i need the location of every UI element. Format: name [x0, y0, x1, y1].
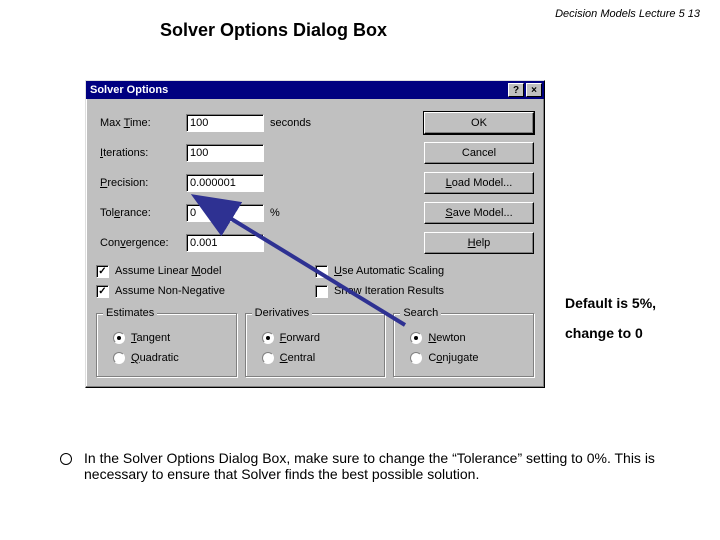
conjugate-label: Conjugate — [428, 352, 478, 364]
conjugate-radio[interactable] — [410, 352, 422, 364]
central-radio[interactable] — [262, 352, 274, 364]
tolerance-input[interactable] — [186, 204, 264, 222]
convergence-label: Convergence: — [96, 237, 186, 249]
auto-scaling-checkbox[interactable] — [315, 265, 328, 278]
bullet-icon — [60, 453, 72, 465]
search-group: Search Newton Conjugate — [393, 313, 534, 377]
show-iter-label: Show Iteration Results — [334, 285, 444, 297]
assume-linear-label: Assume Linear Model — [115, 265, 221, 277]
estimates-legend: Estimates — [103, 307, 157, 319]
assume-nonneg-checkbox[interactable]: ✓ — [96, 285, 109, 298]
bullet-text: In the Solver Options Dialog Box, make s… — [84, 450, 660, 482]
annotation-line1: Default is 5%, — [565, 295, 656, 311]
newton-label: Newton — [428, 332, 465, 344]
iterations-input[interactable] — [186, 144, 264, 162]
precision-label: Precision: — [96, 177, 186, 189]
dialog-body: Max Time: seconds OK Iterations: Cancel … — [86, 99, 544, 387]
assume-linear-checkbox[interactable]: ✓ — [96, 265, 109, 278]
dialog-title: Solver Options — [90, 84, 168, 96]
load-model-button[interactable]: Load Model... — [424, 172, 534, 194]
convergence-input[interactable] — [186, 234, 264, 252]
assume-nonneg-label: Assume Non-Negative — [115, 285, 225, 297]
auto-scaling-label: Use Automatic Scaling — [334, 265, 444, 277]
maxtime-unit: seconds — [270, 117, 330, 129]
maxtime-input[interactable] — [186, 114, 264, 132]
dialog-titlebar: Solver Options ? × — [86, 81, 544, 99]
help-button[interactable]: Help — [424, 232, 534, 254]
solver-options-dialog: Solver Options ? × Max Time: seconds OK … — [85, 80, 545, 388]
bullet-paragraph: In the Solver Options Dialog Box, make s… — [60, 450, 660, 482]
derivatives-legend: Derivatives — [252, 307, 312, 319]
iterations-label: Iterations: — [96, 147, 186, 159]
tolerance-label: Tolerance: — [96, 207, 186, 219]
precision-input[interactable] — [186, 174, 264, 192]
slide-title: Solver Options Dialog Box — [160, 20, 387, 41]
forward-radio[interactable] — [262, 332, 274, 344]
search-legend: Search — [400, 307, 441, 319]
tangent-radio[interactable] — [113, 332, 125, 344]
tangent-label: Tangent — [131, 332, 170, 344]
tolerance-unit: % — [270, 207, 330, 219]
help-icon[interactable]: ? — [508, 83, 524, 97]
estimates-group: Estimates Tangent Quadratic — [96, 313, 237, 377]
newton-radio[interactable] — [410, 332, 422, 344]
derivatives-group: Derivatives Forward Central — [245, 313, 386, 377]
show-iter-checkbox[interactable] — [315, 285, 328, 298]
close-icon[interactable]: × — [526, 83, 542, 97]
central-label: Central — [280, 352, 315, 364]
ok-button[interactable]: OK — [424, 112, 534, 134]
cancel-button[interactable]: Cancel — [424, 142, 534, 164]
save-model-button[interactable]: Save Model... — [424, 202, 534, 224]
annotation-line2: change to 0 — [565, 325, 643, 341]
quadratic-label: Quadratic — [131, 352, 179, 364]
slide-header: Decision Models Lecture 5 13 — [555, 8, 700, 20]
maxtime-label: Max Time: — [96, 117, 186, 129]
quadratic-radio[interactable] — [113, 352, 125, 364]
forward-label: Forward — [280, 332, 320, 344]
